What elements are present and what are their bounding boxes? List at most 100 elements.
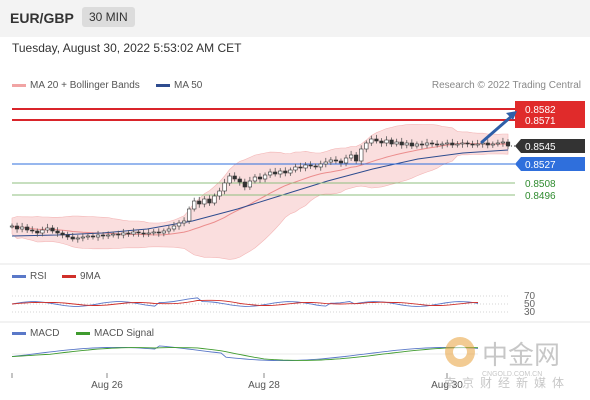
candle (197, 200, 202, 205)
candle (60, 232, 65, 236)
ma50-line (11, 149, 509, 237)
rsi-9ma-line (11, 299, 479, 306)
candle (364, 142, 369, 150)
candle (181, 220, 187, 224)
credit-text: Research © 2022 Trading Central (431, 80, 581, 91)
candle (349, 154, 354, 159)
candle (95, 234, 101, 238)
candle (111, 233, 116, 236)
candle (308, 164, 313, 167)
candle (440, 143, 445, 146)
candle (131, 231, 136, 235)
legend-macd-signal-label: MACD Signal (94, 328, 155, 339)
candle (192, 200, 197, 210)
candle (70, 236, 75, 240)
candle (399, 141, 404, 146)
candle (338, 160, 344, 164)
candle (207, 198, 212, 204)
candle (298, 166, 303, 169)
rsi-tick-label: 50 (524, 299, 536, 310)
candle (55, 230, 60, 234)
candle (273, 171, 278, 175)
candle (379, 140, 384, 144)
candle (404, 142, 409, 146)
candle (166, 228, 171, 232)
resistance-tag (515, 101, 585, 128)
candle (414, 143, 419, 147)
candle (394, 141, 399, 145)
legend-9ma: 9MA (62, 271, 101, 282)
candle (237, 178, 242, 183)
legend-macd-swatch (12, 332, 26, 335)
candle (278, 170, 283, 175)
x-tick-label: Aug 30 (431, 380, 463, 391)
candle (90, 235, 96, 238)
projection-arrowhead (506, 111, 517, 120)
legend-macd: MACD (12, 328, 59, 339)
pivot-label: 0.8527 (525, 160, 556, 171)
candle (75, 237, 80, 240)
candle (126, 232, 131, 235)
candle (490, 143, 495, 146)
candle (445, 142, 450, 145)
support-label: 0.8496 (525, 191, 556, 202)
candle (505, 141, 511, 147)
support-label: 0.8508 (525, 179, 556, 190)
candle (136, 231, 141, 234)
candle (121, 232, 126, 236)
candle (359, 148, 364, 162)
candle (323, 161, 328, 165)
timeframe-badge[interactable]: 30 MIN (82, 7, 135, 27)
pivot-tag (515, 157, 585, 171)
candle (475, 143, 480, 146)
candle (389, 139, 394, 145)
candle (30, 229, 35, 232)
candle (409, 142, 414, 147)
last-price-tag (515, 139, 585, 153)
resistance-label: 0.8582 (525, 105, 556, 116)
candle (313, 165, 318, 168)
candle (262, 174, 268, 180)
watermark-logo-icon: 中金网 CNGOLD.COM.CN 南京财经新媒体 (444, 337, 564, 390)
candle (20, 226, 25, 230)
watermark-url: CNGOLD.COM.CN (482, 371, 542, 378)
title-bar: EUR/GBP 30 MIN (0, 0, 590, 37)
legend-macd-label: MACD (30, 328, 60, 339)
legend-9ma-label: 9MA (80, 271, 101, 282)
candle (14, 225, 20, 230)
candle (217, 190, 222, 197)
candle (156, 231, 161, 234)
candle (354, 154, 359, 162)
candle (252, 176, 258, 182)
candle (50, 227, 55, 232)
legend-macd-signal: MACD Signal (76, 328, 154, 339)
candle (429, 142, 435, 145)
candle (187, 208, 192, 222)
candle (161, 230, 166, 234)
candle (247, 180, 252, 188)
legend-rsi-swatch (12, 275, 26, 278)
candle (303, 164, 308, 169)
candle (171, 225, 177, 230)
watermark: 中金网 CNGOLD.COM.CN 南京财经新媒体 (442, 330, 582, 390)
resistance-label: 0.8571 (525, 116, 556, 127)
candle (40, 229, 45, 234)
candle (485, 142, 490, 146)
candle (35, 230, 40, 234)
candle (374, 138, 379, 142)
candle (293, 166, 298, 171)
candle (141, 232, 146, 235)
rsi-tick-label: 70 (524, 291, 536, 302)
candle (202, 198, 207, 205)
candle (80, 236, 85, 239)
candle (384, 139, 389, 144)
ma20-line (11, 142, 509, 236)
candle (25, 226, 30, 231)
candle (45, 227, 50, 231)
candle (101, 234, 106, 237)
candle (343, 157, 349, 164)
candle (106, 234, 111, 237)
macd-line (11, 345, 479, 362)
candle (283, 170, 288, 174)
